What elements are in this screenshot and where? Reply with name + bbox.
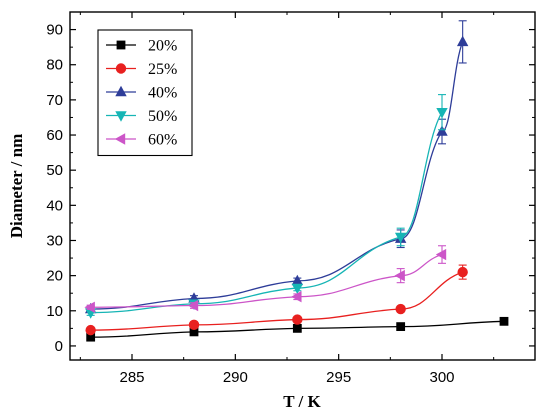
series	[86, 316, 509, 342]
data-point	[291, 274, 304, 286]
data-point	[396, 322, 406, 332]
data-point	[84, 301, 95, 313]
plot-frame	[69, 11, 536, 361]
y-tick-label: 90	[46, 22, 63, 39]
data-point	[85, 324, 96, 336]
data-point	[189, 327, 199, 337]
x-axis-label: T / K	[283, 392, 321, 411]
legend: 20% 25% 40% 50% 60%	[97, 29, 193, 157]
x-tick-label: 290	[223, 369, 248, 386]
legend-label: 50%	[148, 108, 177, 125]
y-tick-label: 60	[46, 127, 63, 144]
data-point	[291, 283, 304, 295]
data-point	[292, 314, 303, 325]
data-point	[457, 266, 468, 278]
data-point	[499, 316, 509, 326]
data-point	[291, 291, 302, 303]
legend-label: 25%	[148, 61, 177, 78]
y-tick-label: 80	[46, 57, 63, 74]
y-tick-label: 50	[46, 162, 63, 179]
legend-marker	[114, 133, 126, 145]
x-axis: 285 290 295 300	[79, 12, 495, 386]
data-point	[292, 323, 302, 333]
data-point	[394, 232, 407, 244]
data-point	[435, 248, 447, 261]
y-tick-label: 40	[46, 197, 63, 214]
legend-marker	[115, 63, 127, 74]
x-tick-label: 300	[429, 369, 454, 386]
series-layer	[84, 20, 509, 342]
y-tick-label: 70	[46, 92, 63, 109]
y-tick-label: 0	[55, 338, 63, 355]
y-tick-label: 30	[46, 232, 63, 249]
legend-label: 20%	[148, 38, 177, 55]
series-line	[90, 253, 443, 308]
legend-marker	[115, 85, 127, 97]
data-point	[86, 332, 96, 342]
data-point	[456, 35, 469, 47]
series	[85, 264, 468, 336]
data-point	[187, 299, 199, 312]
x-tick-label: 295	[326, 369, 351, 386]
data-point	[394, 269, 405, 282]
y-axis: 0 10 20 30 40 50 60 70 80 90	[46, 22, 535, 355]
y-axis-label: Diameter / nm	[7, 134, 26, 239]
x-tick-label: 285	[119, 369, 144, 386]
legend-marker	[115, 111, 127, 122]
legend-box	[97, 29, 193, 157]
legend-label: 60%	[148, 132, 177, 149]
y-tick-label: 10	[46, 303, 63, 320]
data-point	[436, 125, 448, 136]
data-point	[436, 107, 448, 119]
data-point	[188, 319, 200, 331]
y-tick-label: 20	[46, 268, 63, 285]
series-line	[90, 271, 463, 331]
data-point	[395, 303, 406, 315]
series	[84, 245, 447, 313]
legend-marker	[116, 40, 126, 50]
legend-label: 40%	[148, 85, 177, 102]
